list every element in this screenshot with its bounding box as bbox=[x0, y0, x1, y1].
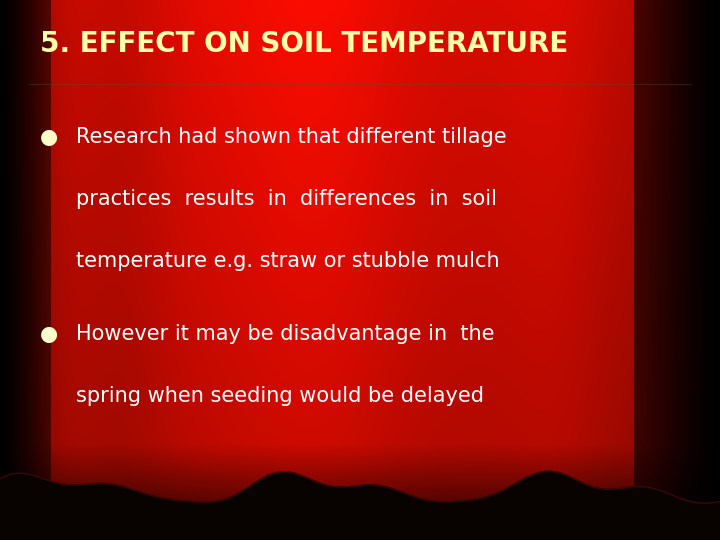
Text: temperature e.g. straw or stubble mulch: temperature e.g. straw or stubble mulch bbox=[76, 251, 499, 271]
Text: practices  results  in  differences  in  soil: practices results in differences in soil bbox=[76, 189, 497, 209]
Text: However it may be disadvantage in  the: However it may be disadvantage in the bbox=[76, 324, 494, 344]
Text: 5. EFFECT ON SOIL TEMPERATURE: 5. EFFECT ON SOIL TEMPERATURE bbox=[40, 30, 568, 58]
Text: spring when seeding would be delayed: spring when seeding would be delayed bbox=[76, 386, 484, 406]
Text: ●: ● bbox=[40, 324, 58, 344]
Text: Research had shown that different tillage: Research had shown that different tillag… bbox=[76, 127, 506, 147]
Text: ●: ● bbox=[40, 127, 58, 147]
